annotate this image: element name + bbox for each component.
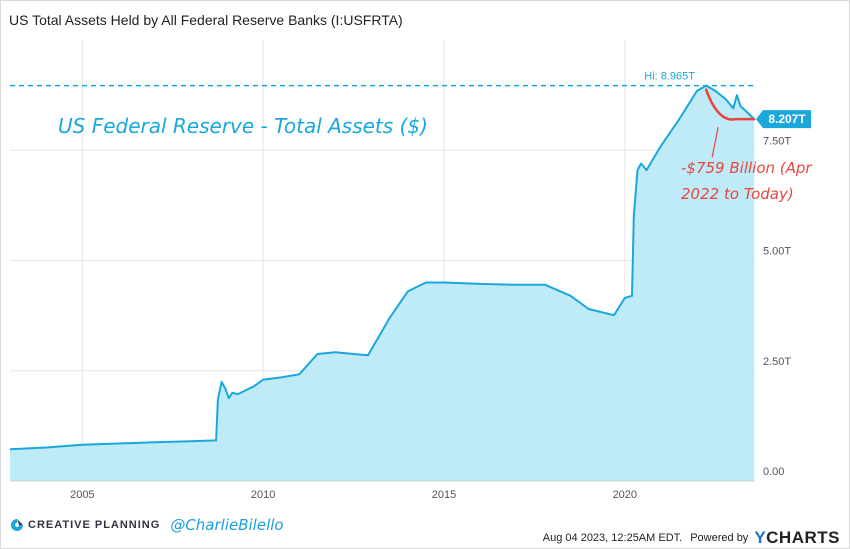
timestamp: Aug 04 2023, 12:25AM EDT. (542, 532, 683, 544)
creative-planning-text: CREATIVE PLANNING (28, 519, 161, 531)
x-tick-label-2: 2015 (432, 489, 456, 501)
ycharts-logo-y: Y (754, 528, 767, 547)
powered-by-label: Powered by (690, 532, 749, 544)
y-tick-label-3: 7.50T (763, 135, 791, 147)
ycharts-logo-text: CHARTS (766, 528, 840, 547)
decline-label-line2: 2022 to Today) (681, 185, 794, 203)
overlay-title: US Federal Reserve - Total Assets ($) (58, 114, 428, 138)
current-value-label: 8.207T (768, 112, 806, 126)
y-tick-label-2: 5.00T (763, 246, 791, 258)
decline-pointer (711, 126, 719, 158)
x-tick-label-1: 2010 (251, 489, 275, 501)
series-area (10, 85, 755, 481)
current-value-badge (756, 110, 811, 129)
ycharts-logo[interactable]: YCHARTS (754, 528, 840, 548)
footer-right: Aug 04 2023, 12:25AM EDT. Powered by YCH… (543, 528, 840, 548)
author-handle: @CharlieBilello (170, 516, 284, 534)
creative-planning-logo: CREATIVE PLANNING (10, 518, 160, 532)
x-tick-label-0: 2005 (70, 489, 94, 501)
high-label: Hi: 8.965T (644, 71, 695, 83)
creative-planning-icon (11, 519, 23, 531)
x-tick-label-3: 2020 (613, 489, 637, 501)
y-tick-label-0: 0.00 (763, 466, 784, 478)
footer-left: CREATIVE PLANNING @CharlieBilello (10, 516, 284, 534)
series-line (9, 84, 755, 451)
chart-title: US Total Assets Held by All Federal Rese… (9, 12, 403, 28)
decline-label-line1: -$759 Billion (Apr (681, 159, 812, 177)
decline-marker (704, 88, 756, 121)
y-tick-label-1: 2.50T (763, 356, 791, 368)
